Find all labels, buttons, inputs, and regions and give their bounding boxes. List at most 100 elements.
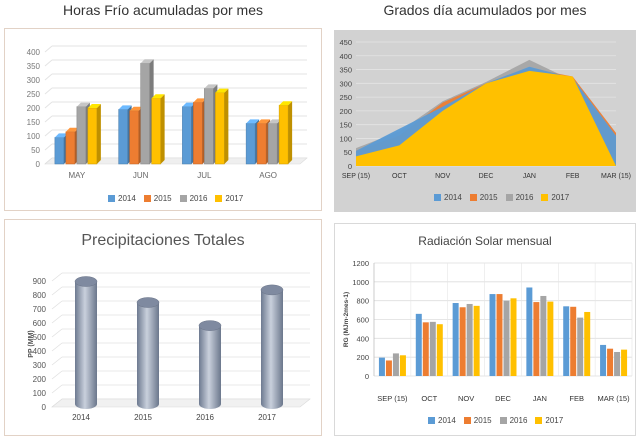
y-tick-label: 300: [339, 79, 352, 88]
chart-frame: [4, 219, 322, 436]
y-tick-label: 900: [33, 277, 47, 286]
bar-top: [54, 133, 68, 138]
bar: [182, 106, 192, 165]
y-tick-label: 250: [339, 93, 352, 102]
chart-title: Horas Frío acumuladas por mes: [63, 2, 263, 18]
bar: [399, 355, 406, 376]
y-tick-label: 700: [33, 305, 47, 314]
legend-swatch-2015: [463, 417, 471, 424]
x-tick-label: OCT: [392, 173, 408, 180]
chart-frame: [4, 28, 322, 211]
grados-dia-panel: Grados día acumulados por mes 0 50 100 150 2…: [326, 0, 644, 215]
gridline: [51, 272, 63, 282]
x-tick-label: JUN: [133, 171, 149, 180]
x-tick-label: FEB: [569, 394, 584, 403]
x-tick-label: 2014: [72, 413, 90, 422]
x-tick-label: 2017: [258, 413, 276, 422]
y-tick-label: 150: [27, 118, 41, 127]
bar: [140, 62, 150, 165]
y-tick-label: 800: [33, 291, 47, 300]
bar: [76, 106, 87, 165]
bar: [607, 348, 614, 376]
y-tick-label: 250: [27, 90, 41, 99]
cylinder-bar: [261, 289, 283, 409]
chart-legend: 2014 2015 2016 2017: [428, 416, 563, 425]
bar-top: [65, 127, 79, 132]
legend-swatch-2017: [541, 194, 549, 201]
chart-title: Precipitaciones Totales: [81, 232, 245, 249]
y-tick-label: 800: [356, 297, 369, 306]
legend-swatch-2016: [499, 417, 507, 424]
bar-top: [129, 106, 143, 111]
legend-swatch-2017: [215, 195, 223, 202]
y-tick-label: 200: [33, 375, 47, 384]
precipitaciones-panel: Precipitaciones Totales 0 100 200 300 400 500…: [0, 219, 326, 439]
bar: [526, 287, 533, 376]
bar-side: [224, 88, 229, 164]
bar: [496, 294, 503, 376]
gridline: [44, 115, 53, 123]
bar-top: [246, 119, 260, 124]
bar: [256, 123, 267, 165]
bar: [600, 344, 607, 376]
bar-top: [118, 105, 132, 110]
gridline: [44, 73, 53, 81]
legend-label: 2016: [189, 194, 208, 203]
y-tick-label: 600: [33, 319, 47, 328]
bar-top: [279, 101, 293, 106]
x-tick-label: NOV: [435, 173, 451, 180]
bar: [392, 353, 399, 376]
bar: [87, 107, 98, 165]
y-tick-label: 0: [42, 403, 47, 412]
bar-top: [268, 119, 282, 124]
bar: [245, 123, 256, 165]
bar: [278, 104, 289, 165]
horas-frio-chart: 0 50 100 150 200 250 300 350 400 MAY JUN JUL AGO: [27, 45, 308, 180]
gridline: [44, 143, 53, 151]
legend-label: 2015: [479, 193, 498, 202]
radiacion-chart: 0 200 400 600 800 1000 1200 RG (MJm-2mes-1) SEP …: [343, 259, 633, 403]
x-tick-label: AGO: [259, 171, 277, 180]
legend-label: 2014: [444, 193, 462, 202]
y-tick-label: 400: [27, 48, 41, 57]
gridline: [51, 286, 63, 296]
area-series-2017: [356, 70, 616, 166]
legend-label: 2017: [545, 416, 564, 425]
bar: [215, 92, 225, 165]
legend-label: 2016: [509, 416, 528, 425]
bar: [54, 137, 65, 165]
x-tick-label: DEC: [495, 394, 511, 403]
chart-legend: 2014 2015 2016 2017: [434, 193, 569, 202]
bar: [204, 88, 214, 165]
y-tick-label: 300: [33, 361, 47, 370]
legend-swatch-2016: [505, 194, 513, 201]
bar: [577, 317, 584, 376]
bar-top: [140, 59, 154, 64]
chart-title: Radiación Solar mensual: [418, 234, 552, 248]
gridline: [44, 59, 53, 67]
legend-label: 2017: [225, 194, 244, 203]
bar: [422, 322, 429, 376]
y-tick-label: 0: [36, 160, 41, 169]
x-tick-label: JUL: [197, 171, 212, 180]
bar-top: [215, 88, 229, 93]
bar: [584, 311, 591, 376]
bar: [621, 349, 628, 376]
x-tick-label: MAR (15): [598, 394, 631, 403]
y-tick-label: 200: [339, 107, 352, 116]
bar: [547, 301, 554, 376]
bar-top: [151, 94, 165, 99]
y-axis-label: PP (MM): [28, 330, 35, 357]
legend-swatch-2014: [434, 194, 441, 201]
y-tick-label: 200: [356, 353, 369, 362]
bar: [65, 131, 76, 165]
radiacion-panel: Radiación Solar mensual 0 200 400 600 800 100…: [326, 219, 644, 439]
y-tick-label: 200: [27, 104, 41, 113]
gridline: [51, 342, 63, 352]
y-tick-label: 350: [339, 66, 352, 75]
bar: [193, 102, 203, 165]
y-tick-label: 400: [33, 347, 47, 356]
horas-frio-panel: Horas Frío acumuladas por mes 0 50 100 150 2…: [0, 0, 326, 215]
bar: [429, 321, 436, 376]
x-tick-label: MAY: [69, 171, 86, 180]
